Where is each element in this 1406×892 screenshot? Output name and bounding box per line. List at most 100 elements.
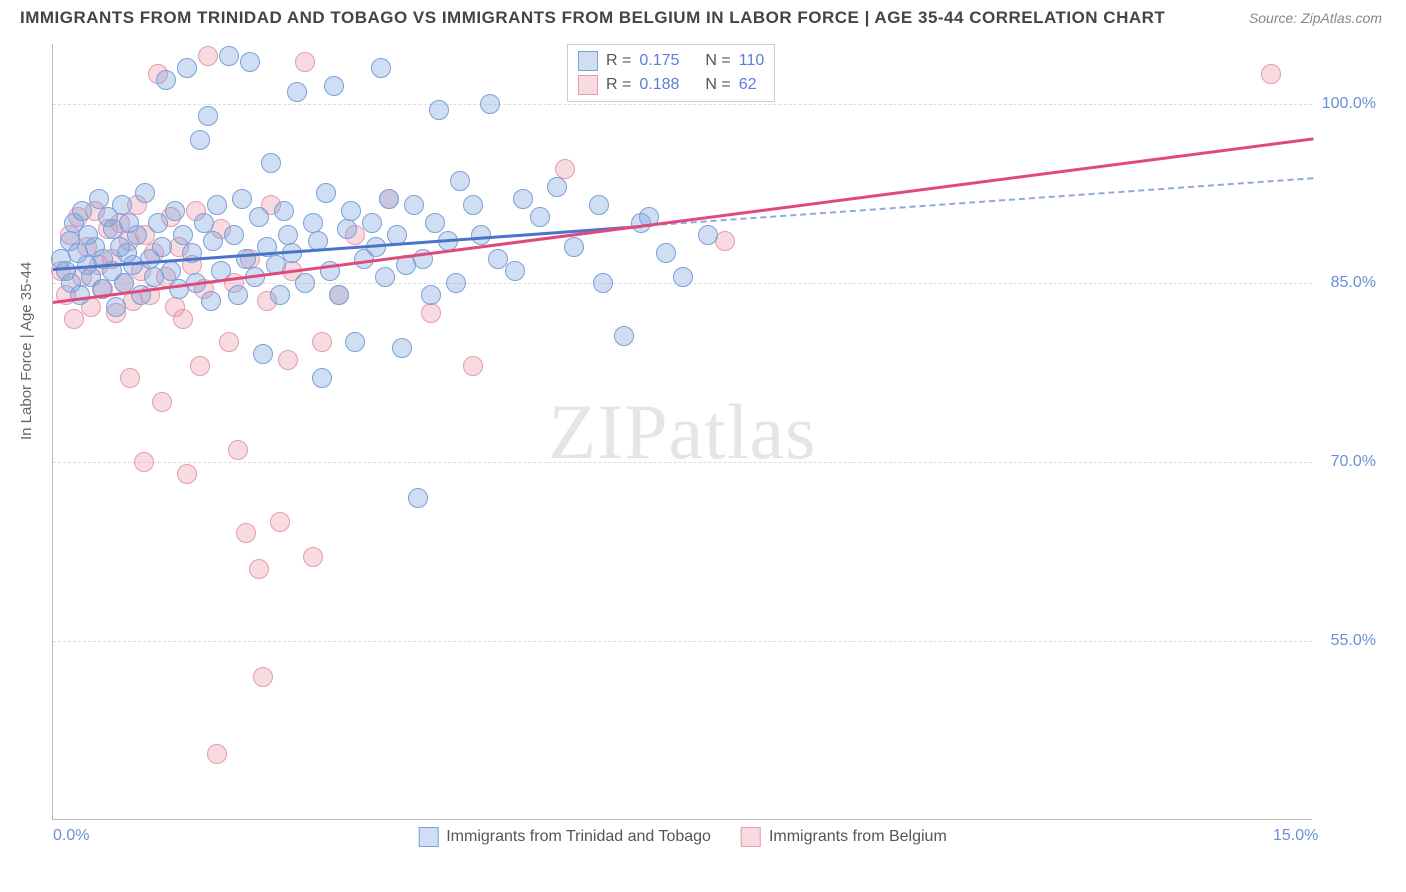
n-value: 62 xyxy=(739,76,757,94)
scatter-point xyxy=(64,309,84,329)
scatter-point xyxy=(656,243,676,263)
gridline-h xyxy=(53,104,1312,105)
legend-item: Immigrants from Belgium xyxy=(741,827,947,847)
scatter-point xyxy=(173,309,193,329)
scatter-point xyxy=(219,46,239,66)
y-tick-label: 100.0% xyxy=(1320,95,1376,113)
scatter-point xyxy=(203,231,223,251)
scatter-point xyxy=(312,368,332,388)
scatter-point xyxy=(421,303,441,323)
scatter-point xyxy=(530,207,550,227)
scatter-point xyxy=(429,100,449,120)
scatter-point xyxy=(72,201,92,221)
scatter-point xyxy=(408,488,428,508)
scatter-point xyxy=(698,225,718,245)
scatter-point xyxy=(232,189,252,209)
scatter-point xyxy=(177,464,197,484)
scatter-point xyxy=(190,356,210,376)
legend-stats: R =0.175N =110R =0.188N = 62 xyxy=(567,44,775,102)
scatter-point xyxy=(224,225,244,245)
scatter-point xyxy=(463,356,483,376)
chart-title: IMMIGRANTS FROM TRINIDAD AND TOBAGO VS I… xyxy=(20,8,1165,28)
scatter-point xyxy=(253,344,273,364)
scatter-point xyxy=(278,225,298,245)
scatter-point xyxy=(379,189,399,209)
scatter-point xyxy=(505,261,525,281)
scatter-point xyxy=(270,512,290,532)
scatter-point xyxy=(156,70,176,90)
scatter-point xyxy=(127,225,147,245)
scatter-point xyxy=(471,225,491,245)
scatter-point xyxy=(362,213,382,233)
legend-series: Immigrants from Trinidad and Tobago Immig… xyxy=(418,827,947,847)
scatter-point xyxy=(249,207,269,227)
n-label: N = xyxy=(705,52,730,70)
scatter-point xyxy=(120,368,140,388)
scatter-point xyxy=(375,267,395,287)
scatter-point xyxy=(249,559,269,579)
legend-item: Immigrants from Trinidad and Tobago xyxy=(418,827,711,847)
scatter-point xyxy=(312,332,332,352)
scatter-point xyxy=(152,392,172,412)
scatter-point xyxy=(240,52,260,72)
scatter-point xyxy=(261,153,281,173)
scatter-point xyxy=(236,523,256,543)
scatter-point xyxy=(228,285,248,305)
y-tick-label: 70.0% xyxy=(1320,453,1376,471)
scatter-point xyxy=(303,213,323,233)
scatter-point xyxy=(547,177,567,197)
scatter-point xyxy=(316,183,336,203)
scatter-point xyxy=(228,440,248,460)
legend-label: Immigrants from Trinidad and Tobago xyxy=(446,828,711,846)
scatter-point xyxy=(392,338,412,358)
scatter-point xyxy=(253,667,273,687)
n-label: N = xyxy=(705,76,730,94)
scatter-point xyxy=(1261,64,1281,84)
scatter-point xyxy=(106,297,126,317)
legend-stats-row: R =0.188N = 62 xyxy=(578,73,764,97)
scatter-point xyxy=(345,332,365,352)
gridline-h xyxy=(53,641,1312,642)
scatter-point xyxy=(450,171,470,191)
scatter-point xyxy=(134,452,154,472)
trend-line xyxy=(641,178,1313,228)
scatter-point xyxy=(198,46,218,66)
y-tick-label: 55.0% xyxy=(1320,632,1376,650)
scatter-point xyxy=(673,267,693,287)
scatter-point xyxy=(446,273,466,293)
scatter-point xyxy=(270,285,290,305)
scatter-point xyxy=(513,189,533,209)
gridline-h xyxy=(53,462,1312,463)
scatter-point xyxy=(207,195,227,215)
scatter-point xyxy=(555,159,575,179)
scatter-point xyxy=(295,273,315,293)
scatter-point xyxy=(371,58,391,78)
plot-area: ZIPatlas 55.0%70.0%85.0%100.0%0.0%15.0%R… xyxy=(52,44,1312,820)
y-tick-label: 85.0% xyxy=(1320,274,1376,292)
scatter-point xyxy=(404,195,424,215)
legend-swatch xyxy=(418,827,438,847)
scatter-point xyxy=(148,213,168,233)
scatter-point xyxy=(201,291,221,311)
r-value: 0.188 xyxy=(639,76,679,94)
scatter-point xyxy=(198,106,218,126)
scatter-point xyxy=(190,130,210,150)
legend-swatch xyxy=(741,827,761,847)
scatter-point xyxy=(152,237,172,257)
scatter-point xyxy=(589,195,609,215)
x-tick-label: 15.0% xyxy=(1273,827,1318,845)
scatter-point xyxy=(219,332,239,352)
scatter-point xyxy=(463,195,483,215)
y-axis-label: In Labor Force | Age 35-44 xyxy=(18,262,35,440)
scatter-point xyxy=(593,273,613,293)
scatter-point xyxy=(425,213,445,233)
n-value: 110 xyxy=(739,52,765,70)
scatter-point xyxy=(274,201,294,221)
scatter-point xyxy=(329,285,349,305)
scatter-point xyxy=(135,183,155,203)
scatter-point xyxy=(303,547,323,567)
scatter-point xyxy=(278,350,298,370)
scatter-point xyxy=(337,219,357,239)
scatter-point xyxy=(177,58,197,78)
source-label: Source: ZipAtlas.com xyxy=(1249,10,1382,26)
